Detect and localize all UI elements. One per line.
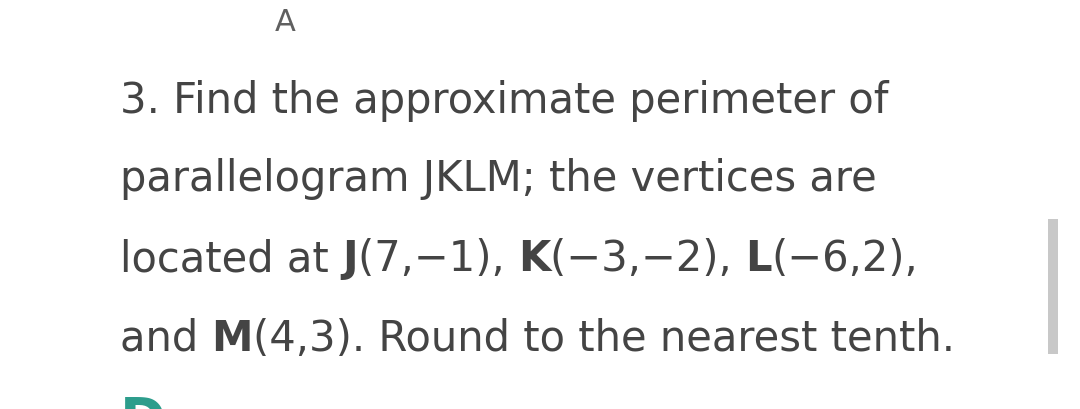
Text: 3. Find the approximate perimeter of: 3. Find the approximate perimeter of	[120, 80, 889, 122]
Text: and: and	[120, 317, 212, 359]
Text: K: K	[517, 237, 550, 279]
Bar	[1048, 220, 1058, 354]
Text: D: D	[120, 394, 166, 409]
Text: M: M	[212, 317, 253, 359]
Text: A: A	[274, 8, 296, 37]
Text: located at: located at	[120, 237, 342, 279]
Text: L: L	[745, 237, 771, 279]
Text: (−3,−2),: (−3,−2),	[550, 237, 745, 279]
Text: parallelogram JKLM; the vertices are: parallelogram JKLM; the vertices are	[120, 157, 877, 200]
Text: (−6,2),: (−6,2),	[771, 237, 918, 279]
Text: (4,3). Round to the nearest tenth.: (4,3). Round to the nearest tenth.	[253, 317, 955, 359]
Text: (7,−1),: (7,−1),	[357, 237, 517, 279]
Text: J: J	[342, 237, 357, 279]
